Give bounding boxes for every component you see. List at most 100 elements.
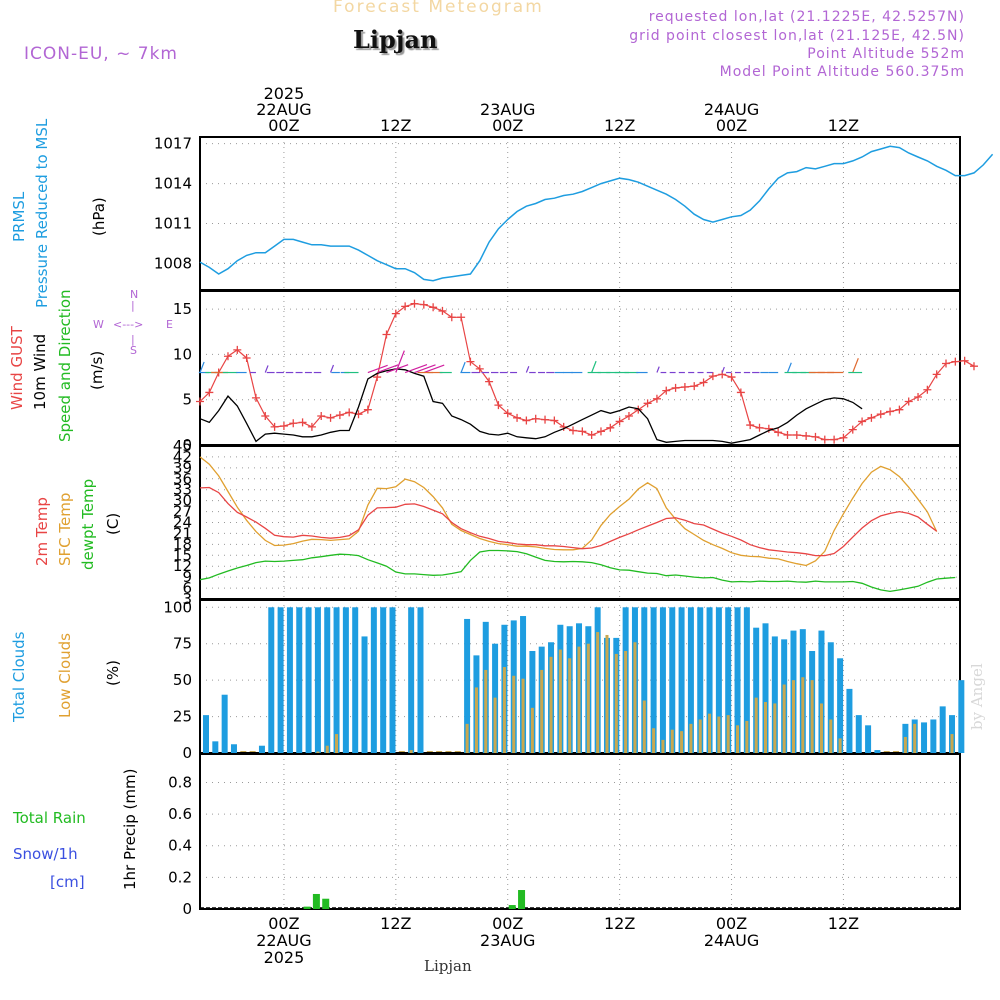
gust-point bbox=[382, 330, 391, 339]
total-cloud-bar bbox=[445, 751, 452, 752]
low-cloud-bar bbox=[736, 725, 740, 753]
gust-point bbox=[513, 413, 522, 422]
low-cloud-bar bbox=[614, 653, 618, 753]
low-cloud-bar bbox=[680, 731, 684, 753]
point-altitude: Point Altitude 552m bbox=[807, 46, 965, 62]
gust-point bbox=[447, 313, 456, 322]
total-cloud-bar bbox=[361, 636, 368, 753]
compass-w: W bbox=[93, 318, 104, 331]
y-tick-label: 39 bbox=[173, 459, 192, 477]
low-cloud-bar bbox=[577, 646, 581, 753]
total-cloud-bar bbox=[650, 607, 657, 753]
total-cloud-bar bbox=[687, 607, 694, 753]
y-tick-label: 27 bbox=[173, 503, 192, 521]
low-cloud-bar bbox=[689, 723, 693, 753]
pressure-series-line bbox=[199, 145, 994, 282]
low-cloud-bar bbox=[325, 745, 329, 753]
y-tick-label: 5 bbox=[182, 391, 192, 409]
snow-unit-label: [cm] bbox=[50, 873, 85, 891]
low-cloud-bar bbox=[698, 719, 702, 753]
y-tick-label: 33 bbox=[173, 481, 192, 499]
y-tick-label: 0.8 bbox=[168, 773, 192, 791]
y-tick-label: 18 bbox=[173, 535, 192, 553]
low-cloud-bar bbox=[745, 720, 749, 753]
total-cloud-bar bbox=[734, 607, 741, 753]
gust-point bbox=[475, 364, 484, 373]
gust-point bbox=[755, 423, 764, 432]
precip-bar bbox=[312, 893, 320, 909]
gust-point bbox=[531, 414, 540, 423]
wind-arrow bbox=[423, 364, 445, 374]
total-cloud-bar bbox=[203, 715, 209, 753]
wind-arrow bbox=[199, 361, 205, 373]
gust-point bbox=[839, 433, 848, 442]
y-tick-label: 21 bbox=[173, 524, 192, 542]
gust-point bbox=[503, 409, 512, 418]
gust-point bbox=[569, 426, 578, 435]
low-cloud-bar bbox=[502, 667, 506, 753]
gust-point bbox=[886, 407, 895, 416]
y-tick-label: 25 bbox=[173, 708, 192, 726]
top-time-label: 00Z bbox=[716, 116, 747, 135]
total-cloud-bar bbox=[743, 607, 750, 753]
wind-arrow bbox=[460, 361, 466, 373]
total-cloud-bar bbox=[296, 607, 303, 753]
gust-point bbox=[335, 411, 344, 420]
low-cloud-bar bbox=[726, 715, 730, 753]
low-cloud-bar bbox=[913, 723, 917, 753]
bottom-time-label: 12Z bbox=[604, 914, 635, 933]
bottom-time-label: 12Z bbox=[828, 914, 859, 933]
y-tick-label: 1014 bbox=[154, 175, 192, 193]
total-cloud-bar bbox=[380, 607, 387, 753]
total-cloud-bar bbox=[771, 636, 778, 753]
bottom-time-label: 12Z bbox=[380, 914, 411, 933]
precip-bar bbox=[303, 906, 311, 909]
total-cloud-bar bbox=[846, 688, 853, 753]
gust-point bbox=[363, 405, 372, 414]
gust-point bbox=[578, 427, 587, 436]
y-tick-label: 1008 bbox=[154, 254, 192, 272]
wind-arrow bbox=[329, 364, 335, 373]
low-cloud-bar bbox=[624, 651, 628, 753]
low-cloud-bar bbox=[493, 697, 497, 753]
low-cloud-bar bbox=[708, 713, 712, 753]
total-cloud-bar bbox=[893, 751, 900, 752]
total-cloud-bar bbox=[715, 607, 722, 753]
total-cloud-bar bbox=[314, 607, 321, 753]
top-time-label: 12Z bbox=[828, 116, 859, 135]
gust-point bbox=[867, 413, 876, 422]
low-cloud-bar bbox=[540, 669, 544, 753]
total-cloud-bar bbox=[827, 642, 834, 753]
low-cloud-bar bbox=[549, 656, 553, 753]
total-cloud-bar bbox=[333, 607, 340, 753]
gust-point bbox=[914, 392, 923, 401]
y-tick-label: 24 bbox=[173, 514, 192, 532]
top-time-label: 24AUG bbox=[704, 100, 759, 119]
gust-point bbox=[317, 412, 326, 421]
gust-point bbox=[345, 408, 354, 417]
bottom-time-label: 23AUG bbox=[480, 931, 535, 950]
total-cloud-bar bbox=[818, 630, 825, 753]
y-tick-label: 9 bbox=[182, 568, 192, 586]
total-cloud-bar bbox=[725, 607, 732, 753]
t2m-series-line bbox=[199, 486, 938, 557]
y-tick-label: 42 bbox=[173, 448, 192, 466]
y-tick-label: 3 bbox=[182, 590, 192, 608]
total-cloud-bar bbox=[697, 607, 704, 753]
bottom-time-label: 2025 bbox=[264, 948, 305, 967]
precip-bar bbox=[508, 905, 516, 909]
gust-point bbox=[942, 359, 951, 368]
top-time-label: 22AUG bbox=[256, 100, 311, 119]
y-tick-label: 0 bbox=[182, 900, 192, 918]
gust-point bbox=[251, 393, 260, 402]
gust-point bbox=[391, 309, 400, 318]
gust-point bbox=[587, 431, 596, 440]
gust-point bbox=[662, 386, 671, 395]
low-cloud-bar bbox=[903, 736, 907, 753]
gust-point bbox=[196, 397, 204, 406]
y-tick-label: 0 bbox=[182, 744, 192, 762]
total-cloud-bar bbox=[426, 751, 433, 752]
panel-frame bbox=[199, 290, 961, 446]
total-cloud-bar bbox=[305, 607, 312, 753]
